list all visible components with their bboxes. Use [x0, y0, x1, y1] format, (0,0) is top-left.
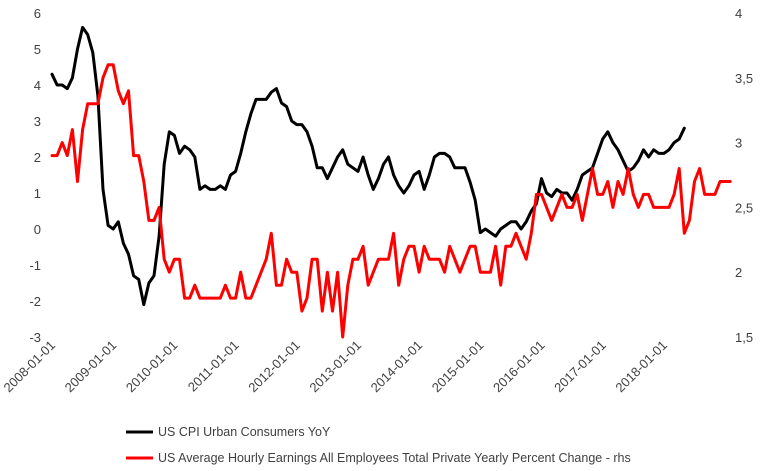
right-tick-label: 3,5 — [735, 71, 753, 86]
left-tick-label: 3 — [34, 114, 41, 129]
left-tick-label: 4 — [34, 78, 41, 93]
x-tick-label: 2016-01-01 — [490, 338, 548, 396]
right-tick-label: 4 — [735, 6, 742, 21]
right-tick-label: 3 — [735, 136, 742, 151]
earnings-series-line — [50, 63, 732, 339]
left-tick-label: -3 — [29, 330, 41, 345]
x-tick-label: 2010-01-01 — [123, 338, 181, 396]
x-tick-label: 2011-01-01 — [185, 338, 242, 395]
x-tick-label: 2017-01-01 — [551, 338, 609, 396]
x-tick-label: 2014-01-01 — [368, 338, 426, 396]
x-tick-label: 2013-01-01 — [306, 338, 364, 396]
left-tick-label: 5 — [34, 42, 41, 57]
left-tick-label: 1 — [34, 186, 41, 201]
left-tick-label: 0 — [34, 222, 41, 237]
right-tick-label: 2 — [735, 265, 742, 280]
left-tick-label: 2 — [34, 150, 41, 165]
cpi-series-line — [50, 25, 686, 307]
right-tick-label: 1,5 — [735, 330, 753, 345]
legend-label-cpi: US CPI Urban Consumers YoY — [158, 425, 331, 439]
x-tick-label: 2008-01-01 — [0, 338, 58, 396]
series-lines — [50, 25, 732, 339]
x-axis-ticks: 2008-01-01 2009-01-01 2010-01-01 2011-01-01… — [0, 338, 670, 396]
left-tick-label: -1 — [29, 258, 41, 273]
right-axis-ticks: 4 3,5 3 2,5 2 1,5 — [735, 6, 753, 345]
x-tick-label: 2018-01-01 — [612, 338, 670, 396]
right-tick-label: 2,5 — [735, 200, 753, 215]
x-tick-label: 2012-01-01 — [245, 338, 303, 396]
left-tick-label: 6 — [34, 6, 41, 21]
left-tick-label: -2 — [29, 294, 41, 309]
left-axis-ticks: 6 5 4 3 2 1 0 -1 -2 -3 — [29, 6, 41, 345]
legend: US CPI Urban Consumers YoY US Average Ho… — [126, 425, 631, 465]
x-tick-label: 2015-01-01 — [429, 338, 487, 396]
legend-label-earnings: US Average Hourly Earnings All Employees… — [158, 451, 631, 465]
x-tick-label: 2009-01-01 — [62, 338, 120, 396]
